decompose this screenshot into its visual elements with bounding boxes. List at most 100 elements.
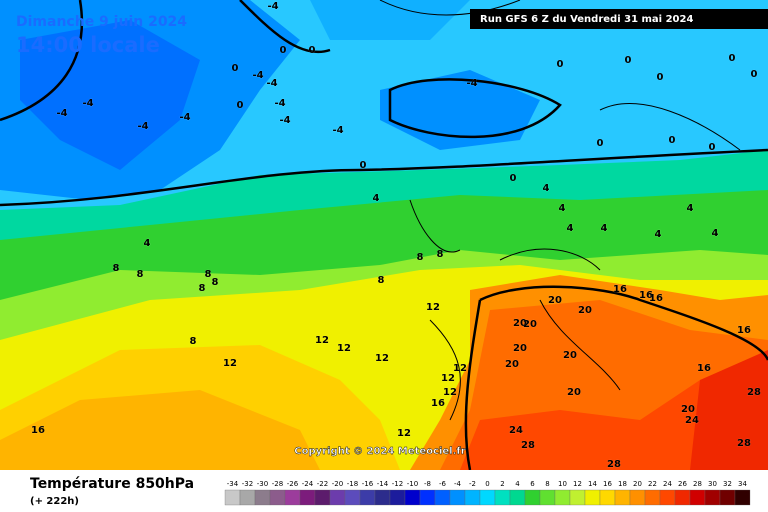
legend-swatch <box>659 489 676 506</box>
legend-label: 30 <box>708 480 717 488</box>
map-date: Dimanche 9 juin 2024 <box>16 14 187 30</box>
legend-label: -20 <box>332 480 343 488</box>
contour-label: 4 <box>543 183 550 194</box>
contour-label: 16 <box>431 398 445 409</box>
contour-label: 8 <box>199 283 206 294</box>
legend-label: -30 <box>257 480 268 488</box>
contour-label: 24 <box>685 415 699 426</box>
legend-swatch <box>254 489 271 506</box>
contour-label: -4 <box>274 98 285 109</box>
contour-label: 12 <box>397 428 411 439</box>
legend-swatch <box>569 489 586 506</box>
contour-label: 8 <box>437 249 444 260</box>
legend-label: 18 <box>618 480 627 488</box>
legend-label: -6 <box>439 480 447 488</box>
contour-label: 20 <box>513 318 527 329</box>
hot-region <box>460 360 768 470</box>
legend-swatch <box>359 489 376 506</box>
legend-swatch <box>704 489 721 506</box>
contour-label: 0 <box>669 135 676 146</box>
contour-label: 0 <box>309 45 316 56</box>
contour-label: 8 <box>190 336 197 347</box>
contour-label: -4 <box>82 98 93 109</box>
contour-label: 4 <box>144 238 151 249</box>
contour-label: 0 <box>597 138 604 149</box>
contour-label: -4 <box>266 78 277 89</box>
contour-label: 16 <box>649 293 663 304</box>
legend-label: -14 <box>377 480 389 488</box>
run-box <box>470 9 768 29</box>
legend-label: -4 <box>454 480 462 488</box>
legend-label: 6 <box>530 480 535 488</box>
legend-label: -26 <box>287 480 299 488</box>
legend-label: -12 <box>392 480 403 488</box>
contour-label: 16 <box>31 425 45 436</box>
contour-label: 20 <box>567 387 581 398</box>
contour-label: 4 <box>655 229 662 240</box>
contour-label: -4 <box>137 121 148 132</box>
legend-swatch <box>314 489 331 506</box>
contour-label: 4 <box>712 228 719 239</box>
contour-label: 4 <box>373 193 380 204</box>
legend-label: 2 <box>500 480 504 488</box>
contour-label: -4 <box>56 108 67 119</box>
contour-label: 0 <box>557 59 564 70</box>
contour-label: 28 <box>607 459 621 470</box>
legend-swatch <box>404 489 421 506</box>
contour-label: 4 <box>601 223 608 234</box>
contour-label: -4 <box>466 78 477 89</box>
contour-label: 16 <box>613 284 627 295</box>
contour-label: -4 <box>267 1 278 12</box>
legend-swatch <box>524 489 541 506</box>
legend-swatch <box>374 489 391 506</box>
legend-label: -34 <box>227 480 239 488</box>
contour-label: 0 <box>360 160 367 171</box>
contour-label: 20 <box>681 404 695 415</box>
legend-label: -10 <box>407 480 418 488</box>
legend-label: 8 <box>545 480 549 488</box>
legend-swatch <box>464 489 481 506</box>
legend-swatch <box>584 489 601 506</box>
legend-label: 32 <box>723 480 732 488</box>
legend-label: 26 <box>678 480 687 488</box>
contour-label: 12 <box>453 363 467 374</box>
contour-label: 20 <box>523 319 537 330</box>
contour-label: 16 <box>697 363 711 374</box>
contour-label: 20 <box>505 359 519 370</box>
legend-label: -16 <box>362 480 374 488</box>
legend-swatch <box>284 489 301 506</box>
contour-label: 8 <box>137 269 144 280</box>
legend-label: 12 <box>573 480 582 488</box>
legend-swatch <box>239 489 256 506</box>
legend-swatch <box>299 489 316 506</box>
legend-label: 22 <box>648 480 657 488</box>
legend-swatch <box>494 489 511 506</box>
contour-label: 0 <box>709 142 716 153</box>
legend-swatch <box>344 489 361 506</box>
legend-swatch <box>629 489 646 506</box>
contour-label: 12 <box>223 358 237 369</box>
legend-swatch <box>554 489 571 506</box>
contour-label: 4 <box>567 223 574 234</box>
contour-label: 28 <box>737 438 751 449</box>
footer-title: Température 850hPa <box>30 476 194 492</box>
legend-label: 10 <box>558 480 567 488</box>
contour-label: -4 <box>179 112 190 123</box>
legend-swatch <box>224 489 241 506</box>
legend-label: -22 <box>317 480 328 488</box>
legend-label: 34 <box>738 480 747 488</box>
contour-label: 8 <box>205 269 212 280</box>
legend-swatch <box>389 489 406 506</box>
contour-label: -4 <box>252 70 263 81</box>
contour-label: 8 <box>212 277 219 288</box>
copyright: Copyright © 2024 Meteociel.fr <box>294 446 465 457</box>
legend-label: -18 <box>347 480 358 488</box>
legend-swatch <box>419 489 436 506</box>
legend-swatch <box>599 489 616 506</box>
contour-label: 0 <box>751 69 758 80</box>
legend-swatch <box>539 489 556 506</box>
cold-region <box>310 0 470 40</box>
legend-label: -28 <box>272 480 283 488</box>
contour-label: -4 <box>279 115 290 126</box>
